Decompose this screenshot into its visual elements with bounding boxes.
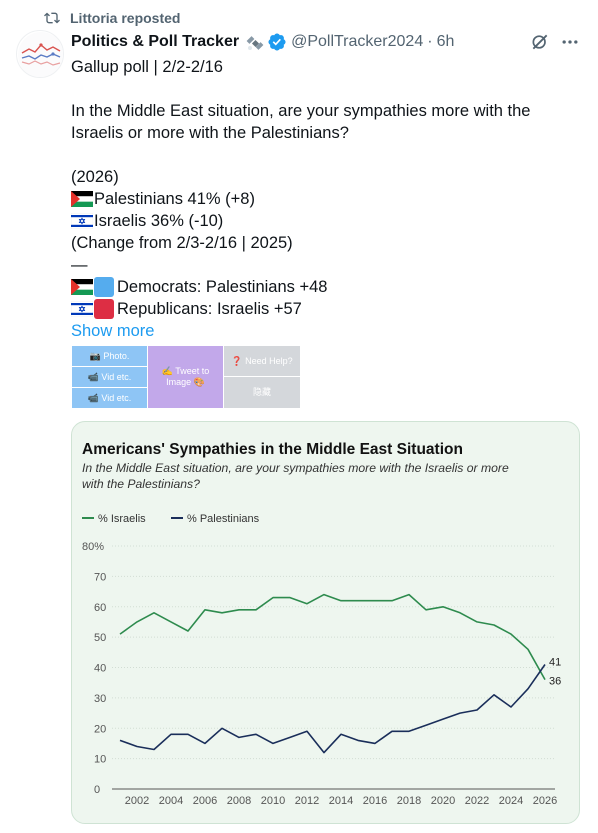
series-line (119, 664, 546, 754)
end-label-palestinians: 41 (549, 656, 561, 668)
dash-divider: — (71, 256, 88, 274)
post-body: Gallup poll | 2/2-2/16 In the Middle Eas… (71, 56, 581, 342)
x-tick-label: 2016 (363, 795, 387, 807)
author-handle[interactable]: @PollTracker2024 (291, 33, 424, 50)
x-tick-label: 2026 (533, 795, 557, 807)
satellite-icon (244, 32, 264, 52)
repost-indicator[interactable]: Littoria reposted (44, 8, 180, 28)
republicans-result: Republicans: Israelis +57 (71, 298, 581, 320)
chart-subtitle: In the Middle East situation, are your s… (82, 461, 509, 475)
legend-label: % Israelis (98, 513, 146, 525)
chart-subtitle: with the Palestinians? (82, 477, 200, 491)
tweet-to-image-label: Image 🎨 (166, 377, 205, 387)
photo-button[interactable]: 📷 Photo. (72, 346, 147, 366)
line-chart: Americans' Sympathies in the Middle East… (82, 441, 561, 807)
more-options-icon[interactable] (560, 32, 580, 52)
democrats-result: Democrats: Palestinians +48 (71, 276, 581, 298)
palestinians-result: Palestinians 41% (+8) (71, 188, 581, 210)
y-tick-label: 10 (94, 754, 106, 766)
israelis-result: Israelis 36% (-10) (71, 210, 581, 232)
x-tick-label: 2018 (397, 795, 421, 807)
y-tick-label: 60 (94, 602, 106, 614)
separator-dot: · (427, 33, 433, 50)
video-button[interactable]: 📹 Vid etc. (72, 388, 147, 408)
repost-text: Littoria reposted (70, 10, 181, 26)
israel-flag-icon (71, 301, 93, 317)
red-square-icon (94, 299, 114, 319)
end-labels: 41 36 (549, 656, 561, 687)
x-tick-label: 2024 (499, 795, 523, 807)
need-help-button[interactable]: ❓ Need Help? (224, 346, 300, 376)
attachment-grid: 📷 Photo. 📹 Vid etc. 📹 Vid etc. ✍️ Tweet … (72, 346, 300, 408)
legend-label: % Palestinians (187, 513, 260, 525)
x-tick-label: 2020 (431, 795, 455, 807)
x-tick-label: 2006 (193, 795, 217, 807)
post-year: (2026) (71, 168, 119, 186)
chart-legend: % Israelis % Palestinians (82, 513, 260, 525)
post-line: Gallup poll | 2/2-2/16 (71, 58, 223, 76)
y-tick-label: 80% (82, 541, 104, 553)
x-tick-label: 2014 (329, 795, 353, 807)
israelis-result-text: Israelis 36% (-10) (94, 212, 224, 230)
x-tick-label: 2010 (261, 795, 285, 807)
palestine-flag-icon (71, 191, 93, 207)
avatar[interactable] (16, 30, 64, 78)
post-header: Politics & Poll Tracker @PollTracker2024… (71, 30, 582, 54)
y-tick-label: 20 (94, 723, 106, 735)
israel-flag-icon (71, 213, 93, 229)
chart-title: Americans' Sympathies in the Middle East… (82, 441, 463, 458)
palestinians-result-text: Palestinians 41% (+8) (94, 190, 255, 208)
y-tick-label: 70 (94, 571, 106, 583)
chart-gridlines (112, 545, 555, 790)
x-axis: 2002 2004 2006 2008 2010 2012 2014 2016 2018 2020… (125, 795, 557, 807)
change-note: (Change from 2/3-2/16 | 2025) (71, 234, 293, 252)
palestine-flag-icon (71, 279, 93, 295)
y-tick-label: 30 (94, 693, 106, 705)
republicans-result-text: Republicans: Israelis +57 (117, 300, 302, 318)
post-question: Israelis or more with the Palestinians? (71, 124, 349, 142)
tweet-to-image-button[interactable]: ✍️ Tweet to Image 🎨 (148, 346, 223, 408)
x-tick-label: 2012 (295, 795, 319, 807)
x-tick-label: 2022 (465, 795, 489, 807)
tweet-to-image-label: ✍️ Tweet to (161, 366, 210, 376)
x-tick-label: 2008 (227, 795, 251, 807)
end-label-israelis: 36 (549, 676, 561, 688)
repost-icon (44, 12, 60, 24)
blue-square-icon (94, 277, 114, 297)
show-more-link[interactable]: Show more (71, 322, 155, 340)
verified-badge-icon (267, 32, 287, 52)
video-button[interactable]: 📹 Vid etc. (72, 367, 147, 387)
y-tick-label: 50 (94, 632, 106, 644)
series-line (119, 593, 546, 680)
x-tick-label: 2002 (125, 795, 149, 807)
x-tick-label: 2004 (159, 795, 183, 807)
post-question: In the Middle East situation, are your s… (71, 102, 531, 120)
y-tick-label: 40 (94, 663, 106, 675)
y-tick-label: 0 (94, 784, 100, 796)
hide-button[interactable]: 隐藏 (224, 377, 300, 408)
grok-icon[interactable] (530, 32, 550, 52)
chart-image-card[interactable]: Americans' Sympathies in the Middle East… (71, 421, 580, 824)
chart-series (119, 593, 546, 754)
avatar-chart-icon (18, 32, 63, 77)
author-name[interactable]: Politics & Poll Tracker (71, 33, 240, 50)
post-time[interactable]: 6h (436, 33, 455, 50)
democrats-result-text: Democrats: Palestinians +48 (117, 278, 328, 296)
y-axis: 80% 70 60 50 40 30 20 10 0 (82, 541, 106, 796)
